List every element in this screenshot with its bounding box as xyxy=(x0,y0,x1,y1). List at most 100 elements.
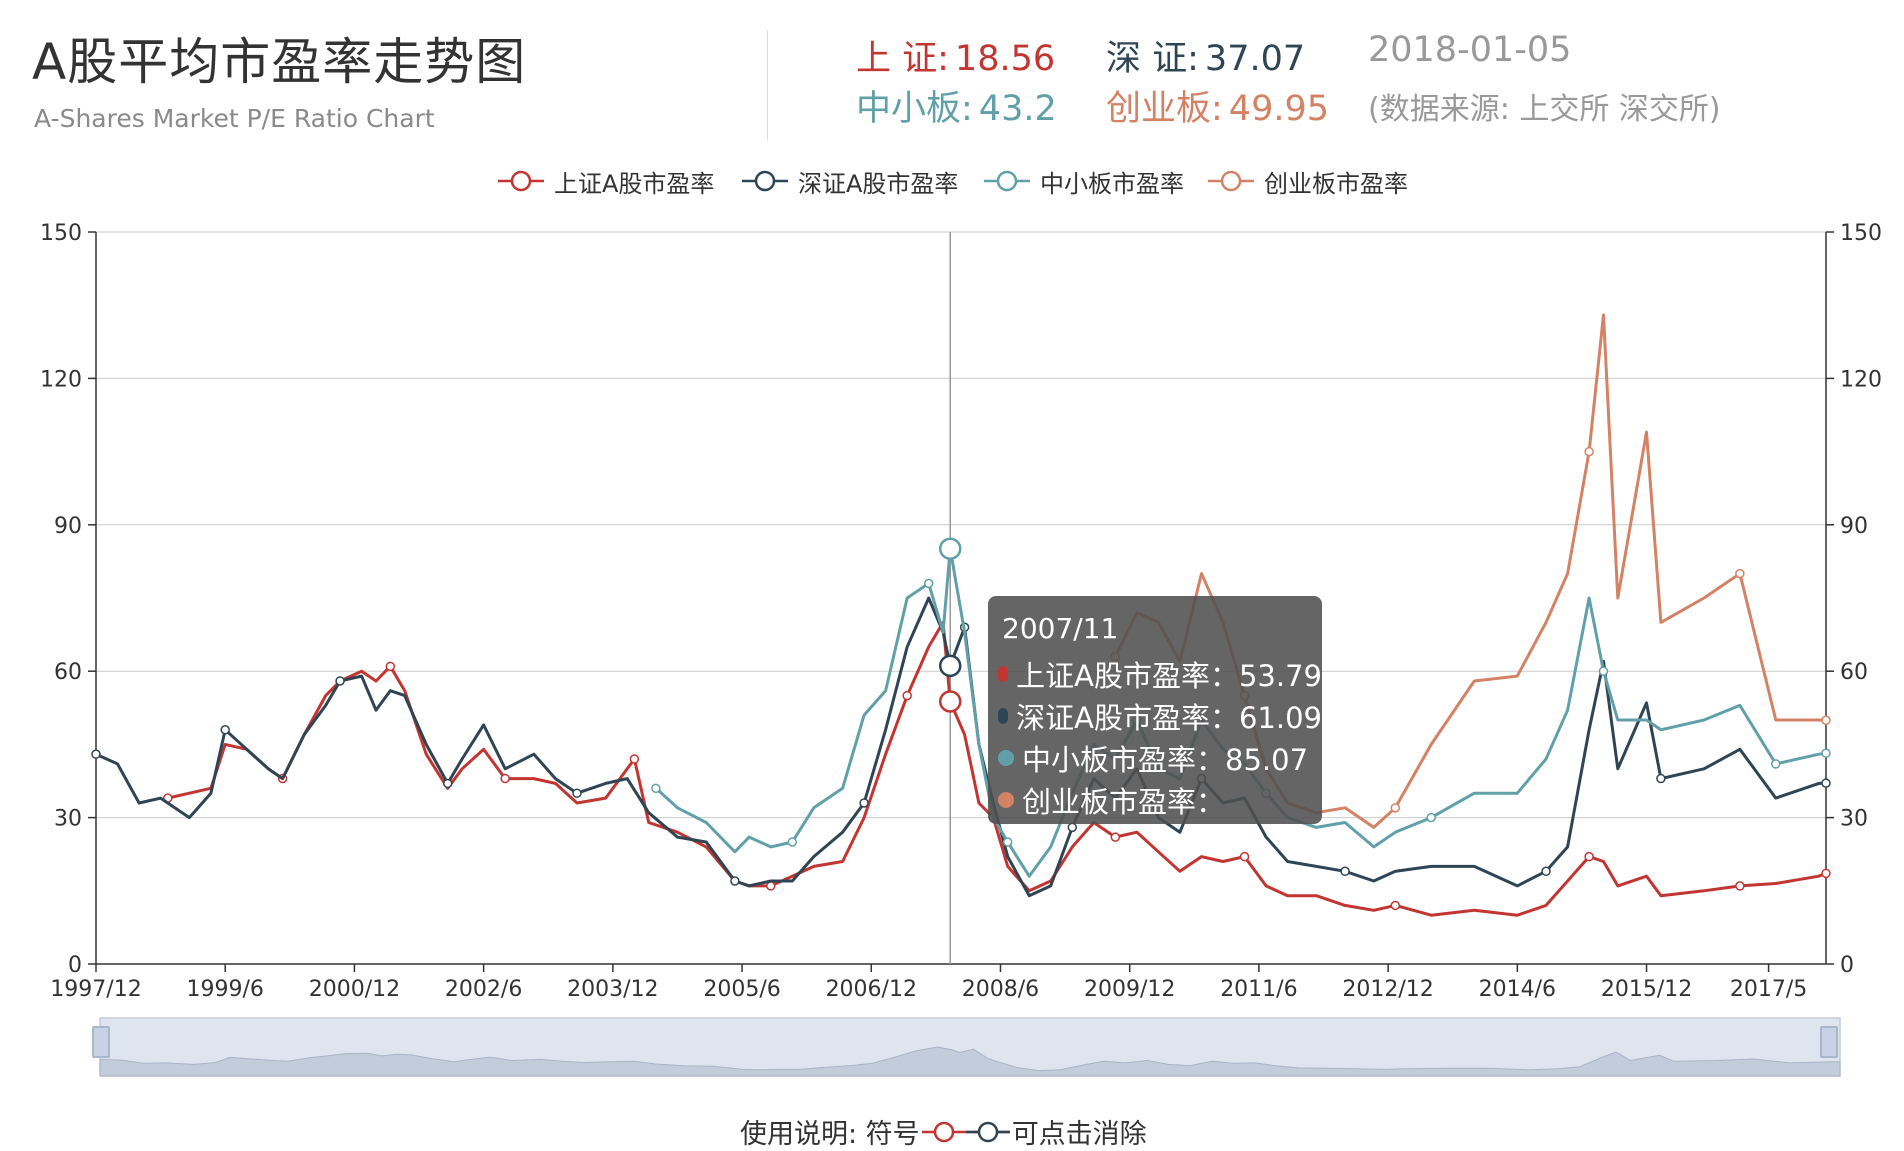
x-tick-label: 1997/12 xyxy=(50,977,141,1002)
legend-label-gem: 创业板市盈率 xyxy=(1264,169,1408,198)
legend: 上证A股市盈率 深证A股市盈率 中小板市盈率 创业板市盈率 xyxy=(0,164,1904,198)
series-point-sz xyxy=(1067,822,1078,833)
x-tick-label: 2005/6 xyxy=(703,977,780,1002)
series-point-sz xyxy=(220,725,230,735)
sme-stat-value: 43.2 xyxy=(978,89,1057,129)
series-point-gem xyxy=(1735,568,1745,579)
tooltip-dot-sme xyxy=(998,750,1014,766)
tooltip-dot-sh xyxy=(998,666,1009,682)
y-tick-label-right: 150 xyxy=(1840,221,1882,246)
x-tick-label: 2003/12 xyxy=(567,977,658,1002)
series-point-sh xyxy=(500,773,510,784)
x-tick-label: 2015/12 xyxy=(1601,977,1692,1002)
data-date: 2018-01-05 xyxy=(1368,30,1572,70)
sz-stat: 深 证: 37.07 xyxy=(1106,30,1305,81)
zoom-handle-left[interactable] xyxy=(92,1026,110,1058)
series-point-sz xyxy=(1821,778,1831,788)
series-point-sme xyxy=(923,578,934,589)
series-point-sh xyxy=(1584,851,1594,862)
zoom-handle-right[interactable] xyxy=(1820,1026,1838,1058)
series-point-sh xyxy=(385,661,396,672)
gem-stat-label: 创业板: xyxy=(1106,89,1223,129)
zoom-slider-preview xyxy=(99,1046,1841,1077)
series-line-sz xyxy=(95,596,1827,898)
chart-title: A股平均市盈率走势图 xyxy=(32,33,527,91)
sh-stat-value: 18.56 xyxy=(954,39,1056,79)
chart-subtitle: A-Shares Market P/E Ratio Chart xyxy=(34,104,435,133)
legend-item-gem[interactable]: 创业板市盈率 xyxy=(1208,164,1408,198)
tooltip-text-sme: 中小板市盈率：85.07 xyxy=(1022,743,1309,777)
tooltip-row-sz: 深证A股市盈率：61.09 xyxy=(998,695,1322,737)
tooltip-row-gem: 创业板市盈率： xyxy=(998,779,1322,821)
y-tick-label: 90 xyxy=(54,514,82,539)
series-point-sz xyxy=(442,778,453,789)
legend-item-sz[interactable]: 深证A股市盈率 xyxy=(742,164,958,198)
x-tick-label: 1999/6 xyxy=(187,977,264,1002)
series-point-gem xyxy=(1390,803,1401,813)
legend-symbol-gem xyxy=(1208,170,1254,192)
y-tick-label-right: 30 xyxy=(1840,807,1868,832)
series-point-gem xyxy=(1584,446,1594,457)
series-point-sz xyxy=(572,788,582,798)
series-point-sh xyxy=(629,754,640,764)
legend-label-sz: 深证A股市盈率 xyxy=(798,169,959,198)
cursor-point-sz xyxy=(938,654,962,678)
x-tick-label: 2000/12 xyxy=(309,977,400,1002)
legend-symbol-sz xyxy=(742,170,788,192)
series-point-sz xyxy=(91,749,101,759)
y-tick-label-right: 120 xyxy=(1840,367,1882,392)
series-point-sz xyxy=(730,876,740,886)
tooltip-row-sme: 中小板市盈率：85.07 xyxy=(998,737,1322,779)
cursor-point-sme xyxy=(938,537,962,560)
sme-stat: 中小板: 43.2 xyxy=(856,80,1057,131)
pe-line-chart[interactable]: 0 0 30 30 60 60 90 90 120 120 150 150 1997/12 1999/6 2… xyxy=(0,0,1904,1090)
usage-prefix: 使用说明: 符号 xyxy=(740,1119,920,1150)
legend-item-sme[interactable]: 中小板市盈率 xyxy=(984,164,1184,198)
data-source: (数据来源: 上交所 深交所) xyxy=(1368,92,1721,127)
series-point-sme xyxy=(1771,759,1781,769)
series-point-sh xyxy=(902,690,912,701)
tooltip-text-sz: 深证A股市盈率：61.09 xyxy=(1016,701,1322,735)
x-tick-label: 2017/5 xyxy=(1730,977,1807,1002)
series-point-sz xyxy=(859,798,869,808)
series-point-sz xyxy=(1340,866,1350,877)
legend-symbol-sh xyxy=(498,170,544,192)
x-tick-label: 2006/12 xyxy=(826,977,917,1002)
x-tick-label: 2014/6 xyxy=(1479,977,1556,1002)
y-tick-label: 30 xyxy=(54,807,82,832)
usage-note: 使用说明: 符号 可点击消除 xyxy=(740,1112,1147,1151)
tooltip-text-sh: 上证A股市盈率：53.79 xyxy=(1016,659,1322,693)
y-tick-label: 120 xyxy=(40,367,82,392)
tooltip-row-sh: 上证A股市盈率：53.79 xyxy=(998,653,1322,695)
series-point-sz xyxy=(335,676,345,686)
legend-item-sh[interactable]: 上证A股市盈率 xyxy=(498,164,714,198)
tooltip-text-gem: 创业板市盈率： xyxy=(1022,785,1226,819)
y-tick-label-right: 0 xyxy=(1840,953,1854,978)
header-divider xyxy=(767,30,768,140)
series-point-sh xyxy=(1239,851,1250,862)
sh-stat: 上 证: 18.56 xyxy=(856,30,1055,81)
series-point-sh xyxy=(1110,832,1121,842)
series-point-sh xyxy=(1821,868,1831,879)
tooltip-dot-sz xyxy=(998,708,1009,724)
y-tick-label-right: 90 xyxy=(1840,514,1868,539)
gem-stat: 创业板: 49.95 xyxy=(1106,80,1329,131)
series-point-sme xyxy=(1821,748,1831,758)
cursor-point-sh xyxy=(938,690,962,713)
legend-label-sh: 上证A股市盈率 xyxy=(554,169,715,198)
series-line-sh xyxy=(167,620,1827,917)
series-point-sme xyxy=(787,837,798,847)
x-tick-label: 2002/6 xyxy=(445,977,522,1002)
series-point-sme xyxy=(651,783,661,794)
y-tick-label: 60 xyxy=(54,660,82,685)
y-tick-label-right: 60 xyxy=(1840,660,1868,685)
x-tick-label: 2009/12 xyxy=(1084,977,1175,1002)
x-tick-label: 2011/6 xyxy=(1220,977,1297,1002)
series-point-gem xyxy=(1821,715,1831,725)
series-point-sme xyxy=(1002,837,1013,847)
x-tick-label: 2012/12 xyxy=(1342,977,1433,1002)
usage-symbol-icon xyxy=(921,1121,1010,1142)
gem-stat-value: 49.95 xyxy=(1228,89,1329,129)
series-point-sh xyxy=(1735,881,1745,891)
y-tick-label: 150 xyxy=(40,221,82,246)
